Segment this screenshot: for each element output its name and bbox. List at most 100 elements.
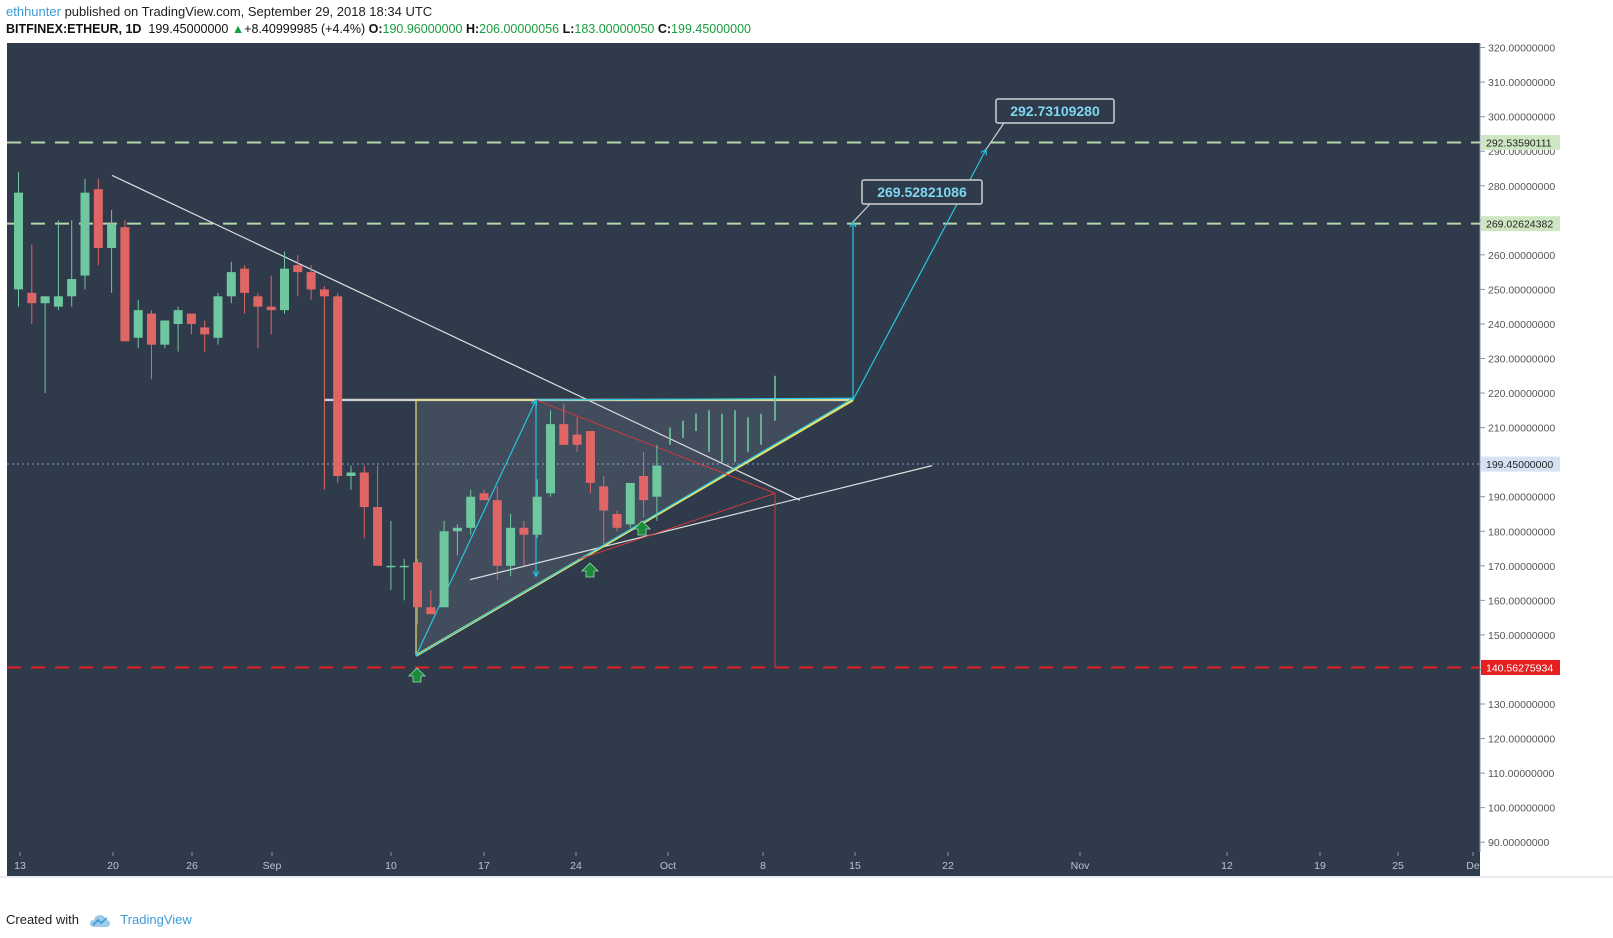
x-tick-label: De	[1466, 860, 1480, 872]
x-tick-label: 20	[107, 860, 119, 872]
footer-divider	[0, 876, 1613, 878]
candle-body	[213, 296, 223, 338]
candle-body	[506, 527, 516, 566]
candle-body	[399, 565, 409, 568]
candle-body	[625, 482, 635, 525]
x-tick-label: 24	[570, 860, 582, 872]
symbol-label: BITFINEX:ETHEUR, 1D	[6, 22, 142, 36]
y-tick-label: 320.00000000	[1488, 43, 1555, 55]
cyan-top-line	[535, 397, 854, 401]
candle-body	[639, 475, 649, 501]
ascending-support-line	[469, 465, 933, 581]
y-tick-label: 220.00000000	[1488, 388, 1555, 400]
y-tick-label: 230.00000000	[1488, 354, 1555, 366]
x-tick-label: 13	[14, 860, 26, 872]
candle-body	[133, 310, 143, 338]
candle-body	[107, 223, 117, 248]
red-wedge-lower	[579, 492, 776, 560]
candle-body	[53, 296, 63, 307]
price-label-bg	[1481, 134, 1560, 150]
price-axis-panel	[1480, 43, 1613, 852]
y-tick-label: 180.00000000	[1488, 526, 1555, 538]
candle-body	[186, 313, 196, 324]
callout-text: 292.73109280	[1010, 103, 1100, 119]
x-tick-label: 17	[478, 860, 490, 872]
last-price: 199.45000000	[148, 22, 229, 36]
candle-body	[120, 227, 130, 342]
callout-pointer	[852, 203, 871, 223]
candle-body	[67, 279, 77, 297]
callout-text: 269.52821086	[877, 184, 967, 200]
candle-body	[373, 507, 383, 566]
y-tick-label: 120.00000000	[1488, 734, 1555, 746]
candle-body	[306, 272, 316, 290]
x-tick-label: 8	[760, 860, 766, 872]
candle-body	[585, 431, 595, 483]
time-axis-panel	[7, 852, 1480, 876]
y-tick-label: 130.00000000	[1488, 699, 1555, 711]
created-with-text: Created with	[6, 912, 79, 927]
candle-body	[173, 310, 183, 324]
y-tick-label: 170.00000000	[1488, 561, 1555, 573]
candle-body	[439, 531, 449, 608]
y-tick-label: 240.00000000	[1488, 319, 1555, 331]
up-triangle-icon: ▲	[231, 22, 245, 36]
published-text: published on TradingView.com, September …	[64, 4, 433, 19]
price-label-bg	[1481, 216, 1560, 232]
change-value: +8.40999985 (+4.4%)	[244, 22, 366, 36]
candle-body	[40, 296, 50, 304]
candle-body	[240, 268, 250, 293]
high-value: 206.00000056	[479, 22, 560, 36]
x-tick-label: Oct	[660, 860, 676, 872]
price-label: 140.56275934	[1486, 663, 1553, 675]
tradingview-link[interactable]: TradingView	[120, 912, 192, 927]
x-tick-label: 10	[385, 860, 397, 872]
candle-body	[652, 465, 662, 497]
price-label: 269.02624382	[1486, 219, 1553, 231]
y-tick-label: 300.00000000	[1488, 112, 1555, 124]
candle-body	[559, 424, 569, 445]
candle-body	[413, 562, 422, 608]
y-tick-label: 160.00000000	[1488, 595, 1555, 607]
candle-body	[27, 292, 37, 304]
support-arrow-icon	[581, 562, 599, 578]
y-tick-label: 260.00000000	[1488, 250, 1555, 262]
plot-area	[7, 43, 1480, 852]
candle-body	[359, 472, 369, 508]
open-label: O:	[368, 22, 383, 36]
cyan-support-line	[415, 397, 854, 657]
close-label: C:	[657, 22, 672, 36]
candle-body	[93, 189, 103, 248]
x-tick-label: Nov	[1071, 860, 1090, 872]
candle-body	[532, 496, 542, 535]
candle-body	[293, 265, 303, 273]
x-tick-label: 25	[1392, 860, 1404, 872]
price-label: 292.53590111	[1486, 137, 1552, 149]
y-tick-label: 310.00000000	[1488, 77, 1555, 89]
x-tick-label: 12	[1221, 860, 1233, 872]
candle-body	[346, 472, 356, 476]
candle-body	[280, 268, 289, 311]
publish-info: ethhunter published on TradingView.com, …	[6, 4, 432, 19]
candle-body	[266, 306, 276, 311]
candle-body	[479, 493, 489, 501]
support-arrow-icon	[633, 520, 651, 536]
candle-body	[147, 313, 156, 345]
candle-body	[80, 192, 90, 276]
candle-body	[612, 513, 622, 528]
y-tick-label: 210.00000000	[1488, 423, 1555, 435]
candle-body	[492, 500, 502, 566]
callout-box	[995, 98, 1115, 124]
support-arrow-icon	[408, 667, 426, 683]
candle-body	[200, 327, 210, 335]
candle-body	[253, 296, 263, 307]
price-label-bg	[1481, 660, 1560, 676]
callout-pointer	[985, 122, 1005, 150]
ohlc-legend: BITFINEX:ETHEUR, 1D 199.45000000 ▲+8.409…	[6, 22, 751, 36]
low-value: 183.00000050	[574, 22, 655, 36]
author-link[interactable]: ethhunter	[6, 4, 61, 19]
x-tick-label: 22	[942, 860, 954, 872]
candle-body	[426, 607, 436, 615]
candle-body	[599, 486, 609, 511]
